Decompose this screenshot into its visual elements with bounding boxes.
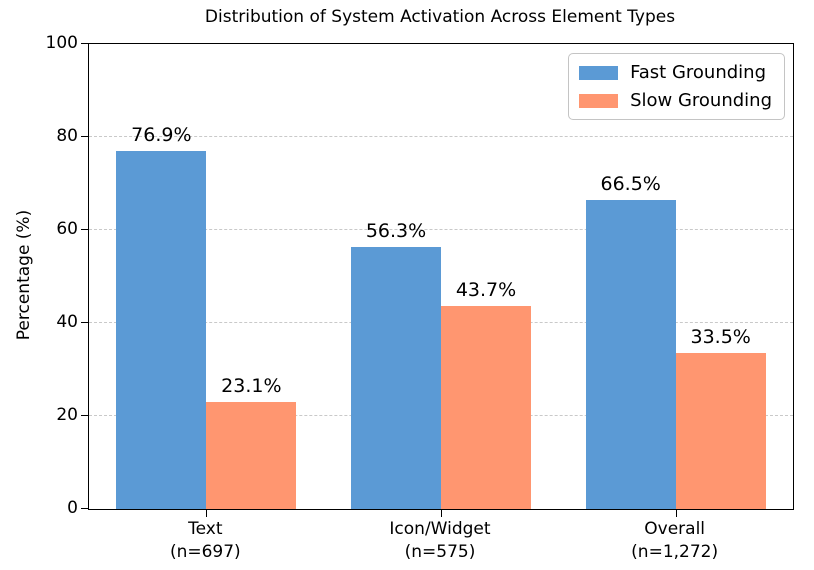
y-tick-mark-80	[81, 136, 89, 137]
x-tick-label-name-1: Icon/Widget	[389, 519, 491, 539]
y-tick-label-40: 40	[56, 312, 78, 332]
x-tick-label-name-0: Text	[188, 519, 223, 539]
x-tick-label-2: Overall (n=1,272)	[565, 518, 785, 564]
y-tick-label-100: 100	[45, 33, 78, 53]
y-tick-label-80: 80	[56, 126, 78, 146]
x-tick-label-name-2: Overall	[644, 519, 706, 539]
y-tick-mark-20	[81, 415, 89, 416]
x-tick-mark-2	[675, 509, 677, 517]
bar-value-label-slow-grounding-1: 43.7%	[455, 278, 517, 301]
bar-value-label-slow-grounding-0: 23.1%	[221, 374, 282, 397]
bar-fast-grounding-1	[351, 247, 441, 509]
chart-title: Distribution of System Activation Across…	[204, 7, 676, 27]
legend-swatch-fast-grounding	[579, 65, 619, 80]
legend-item-fast-grounding: Fast Grounding	[579, 62, 772, 83]
y-tick-mark-0	[81, 508, 89, 509]
bar-fast-grounding-2	[585, 199, 676, 509]
x-tick-label-count-0: (n=697)	[169, 542, 241, 562]
gridline-y-60	[89, 229, 793, 230]
bar-slow-grounding-1	[441, 305, 531, 509]
bar-value-label-slow-grounding-2: 33.5%	[690, 326, 751, 349]
legend-swatch-slow-grounding	[579, 93, 619, 108]
x-tick-label-0: Text (n=697)	[95, 518, 315, 564]
bar-value-label-fast-grounding-0: 76.9%	[131, 124, 192, 147]
y-tick-mark-40	[81, 322, 89, 323]
x-tick-label-1: Icon/Widget (n=575)	[330, 518, 550, 564]
x-tick-label-count-2: (n=1,272)	[631, 542, 719, 562]
y-tick-mark-60	[81, 229, 89, 230]
x-tick-mark-1	[441, 509, 442, 517]
y-tick-mark-100	[81, 43, 89, 44]
bar-value-label-fast-grounding-2: 66.5%	[600, 172, 661, 195]
legend-label-slow-grounding: Slow Grounding	[630, 90, 772, 111]
plot-area: 76.9% 56.3% 66.5% 23.1% 43.7% 33.5%	[81, 43, 794, 517]
bar-slow-grounding-0	[206, 401, 297, 509]
y-tick-label-60: 60	[56, 219, 78, 239]
bar-slow-grounding-2	[675, 353, 766, 509]
chart-legend: Fast Grounding Slow Grounding	[568, 53, 785, 120]
legend-item-slow-grounding: Slow Grounding	[579, 90, 772, 111]
gridline-y-80	[89, 136, 793, 137]
x-tick-mark-0	[206, 509, 208, 517]
y-tick-label-20: 20	[56, 405, 78, 425]
bar-fast-grounding-0	[116, 151, 207, 509]
x-tick-label-count-1: (n=575)	[404, 542, 476, 562]
bar-value-label-fast-grounding-1: 56.3%	[365, 220, 427, 243]
y-tick-label-0: 0	[67, 498, 78, 518]
legend-label-fast-grounding: Fast Grounding	[630, 62, 766, 83]
